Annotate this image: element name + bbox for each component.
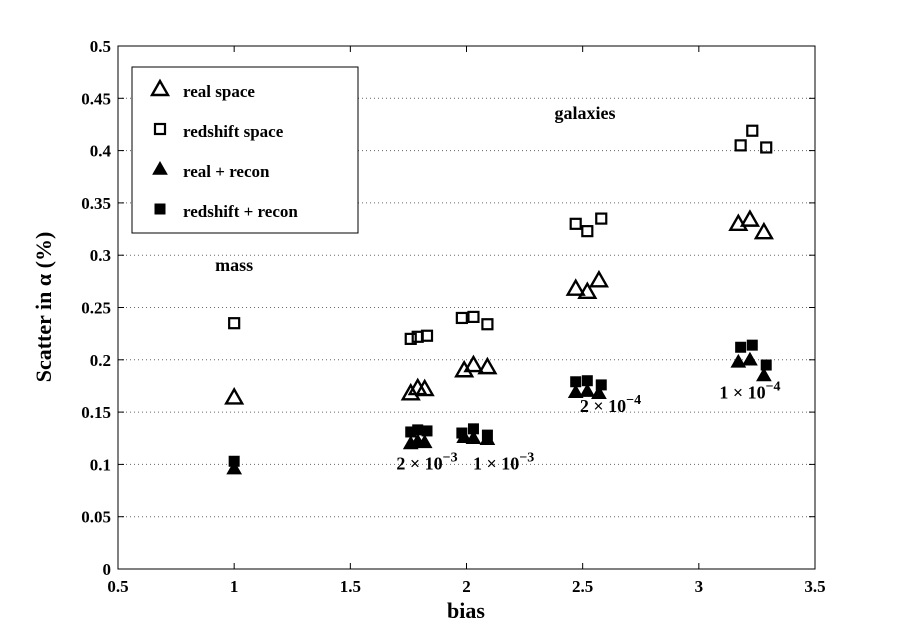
point-redshift-recon — [481, 429, 493, 441]
point-redshift-recon — [760, 359, 772, 371]
point-redshift-space — [228, 317, 241, 330]
annotation-base: 1 × 10 — [719, 383, 765, 403]
point-real-space — [739, 209, 761, 227]
annotation-n4: 1 × 10−4 — [719, 380, 780, 403]
annotation-n2: 1 × 10−3 — [473, 451, 534, 474]
legend-marker-redshift-recon — [154, 203, 166, 215]
legend-label-redshift-recon: redshift + recon — [183, 202, 298, 221]
point-real-space — [463, 354, 484, 373]
y-axis: 0 0.05 0.1 0.15 0.2 0.25 0.3 0.35 0.4 0.45 0.5 — [81, 37, 815, 579]
x-tick-label: 1 — [230, 577, 239, 596]
y-tick-label: 0.45 — [81, 89, 111, 108]
y-tick-label: 0.1 — [90, 455, 111, 474]
point-redshift-space — [734, 139, 747, 152]
point-redshift-recon — [595, 379, 607, 391]
point-real-space — [454, 359, 475, 378]
point-redshift-space — [746, 124, 759, 137]
x-axis-label: bias — [447, 598, 485, 623]
y-tick-label: 0.5 — [90, 37, 111, 56]
x-axis: 0.5 1 1.5 2 2.5 3 3.5 — [107, 46, 826, 596]
point-redshift-space — [760, 141, 773, 154]
annotation-exponent: −4 — [626, 393, 641, 408]
point-real-space — [588, 269, 609, 288]
legend-label-real-recon: real + recon — [183, 162, 270, 181]
x-tick-label: 1.5 — [340, 577, 361, 596]
annotation-galaxies: galaxies — [554, 103, 615, 123]
point-real-recon — [416, 434, 433, 449]
point-real-recon — [742, 351, 758, 366]
annotation-n3: 2 × 10−4 — [580, 393, 641, 416]
point-redshift-recon — [735, 341, 747, 353]
point-real-space — [414, 378, 435, 397]
point-redshift-recon — [456, 427, 468, 439]
point-redshift-recon — [581, 375, 593, 387]
x-tick-label: 2.5 — [572, 577, 593, 596]
annotation-base: 1 × 10 — [473, 454, 519, 474]
point-redshift-recon — [421, 425, 433, 437]
annotation-base: 2 × 10 — [396, 454, 442, 474]
point-redshift-recon — [412, 424, 424, 436]
x-tick-label: 3 — [695, 577, 704, 596]
x-tick-label: 3.5 — [804, 577, 825, 596]
y-axis-label: Scatter in α (%) — [31, 232, 56, 383]
point-real-space — [565, 278, 586, 296]
point-real-recon — [579, 383, 596, 397]
annotation-exponent: −4 — [766, 380, 781, 395]
point-real-recon — [567, 384, 584, 398]
annotation-mass: mass — [215, 255, 253, 275]
data-markers — [224, 124, 774, 475]
point-redshift-space — [420, 329, 434, 342]
legend-marker-real-space — [149, 78, 171, 97]
legend-label-redshift-space: redshift space — [183, 122, 284, 141]
point-real-recon — [730, 353, 747, 368]
point-real-recon — [465, 430, 482, 444]
annotation-base: 2 × 10 — [580, 396, 626, 416]
annotation-n1: 2 × 10−3 — [396, 451, 457, 474]
y-tick-label: 0.4 — [90, 142, 112, 161]
point-redshift-space — [581, 225, 594, 238]
x-tick-label: 0.5 — [107, 577, 128, 596]
legend: real space redshift space real + recon r… — [131, 66, 359, 234]
point-redshift-recon — [570, 376, 582, 388]
point-redshift-space — [481, 318, 494, 331]
x-tick-label: 2 — [462, 577, 471, 596]
point-real-space — [400, 382, 421, 401]
y-tick-label: 0.35 — [81, 194, 111, 213]
point-real-space — [577, 281, 598, 300]
legend-marker-real-recon — [152, 160, 168, 175]
point-redshift-space — [455, 311, 468, 325]
annotation-exponent: −3 — [443, 451, 458, 466]
point-real-recon — [226, 460, 243, 475]
annotation-exponent: −3 — [519, 451, 534, 466]
point-redshift-space — [467, 310, 480, 324]
point-redshift-recon — [746, 339, 758, 351]
legend-label-real-space: real space — [183, 82, 255, 101]
legend-marker-redshift-space — [153, 122, 167, 136]
point-redshift-recon — [228, 455, 240, 467]
y-tick-label: 0.2 — [90, 351, 111, 370]
point-redshift-recon — [467, 423, 479, 435]
y-tick-label: 0.05 — [81, 508, 111, 527]
point-real-space — [477, 356, 498, 375]
point-redshift-space — [595, 212, 608, 225]
point-redshift-space — [569, 217, 582, 230]
point-real-space — [753, 221, 774, 240]
point-real-space — [224, 387, 245, 405]
point-redshift-space — [404, 332, 417, 345]
y-tick-label: 0.3 — [90, 246, 111, 265]
y-tick-label: 0 — [103, 560, 112, 579]
legend-box — [131, 66, 359, 234]
y-tick-label: 0.25 — [81, 299, 111, 318]
point-real-recon — [756, 367, 772, 382]
point-real-recon — [591, 385, 607, 400]
y-tick-label: 0.15 — [81, 403, 111, 422]
